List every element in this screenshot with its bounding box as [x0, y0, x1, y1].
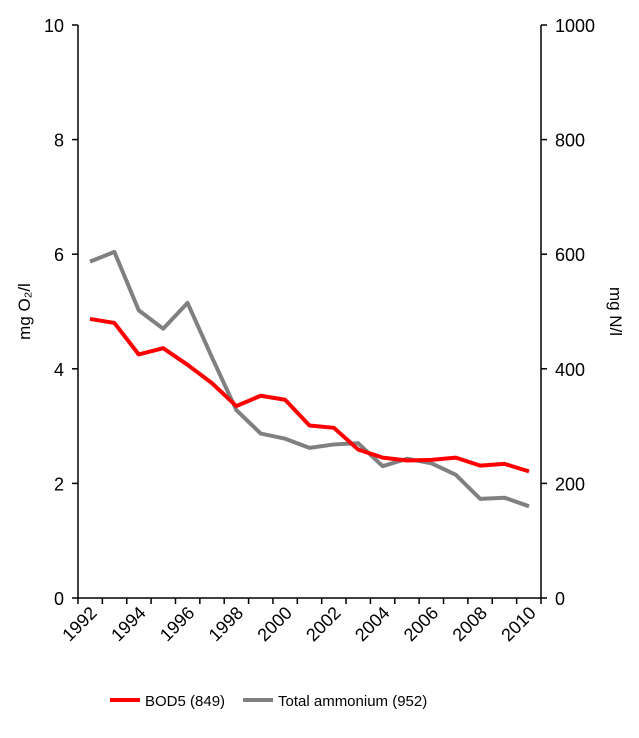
x-tick-label: 2008 [449, 603, 491, 645]
x-tick-label: 2004 [351, 603, 393, 645]
left-tick-label: 10 [44, 16, 64, 36]
right-tick-label: 0 [555, 589, 565, 609]
x-tick-label: 1994 [107, 603, 149, 645]
right-tick-label: 400 [555, 360, 585, 380]
left-axis-title: mg O₂/l [15, 283, 34, 340]
left-tick-label: 0 [54, 589, 64, 609]
left-tick-label: 4 [54, 360, 64, 380]
legend-label: BOD5 (849) [145, 693, 225, 710]
right-tick-label: 800 [555, 131, 585, 151]
x-tick-label: 2000 [253, 603, 295, 645]
legend-label: Total ammonium (952) [278, 693, 427, 710]
legend: BOD5 (849) Total ammonium (952) [110, 693, 427, 710]
x-tick-label: 1996 [156, 603, 198, 645]
x-tick-label: 1992 [58, 603, 100, 645]
right-tick-label: 600 [555, 245, 585, 265]
x-tick-label: 1998 [205, 603, 247, 645]
left-tick-label: 8 [54, 131, 64, 151]
right-tick-label: 200 [555, 474, 585, 494]
left-tick-label: 2 [54, 474, 64, 494]
x-tick-label: 2006 [400, 603, 442, 645]
series-total-ammonium [90, 252, 529, 507]
x-tick-label: 2002 [302, 603, 344, 645]
left-tick-label: 6 [54, 245, 64, 265]
series-line [90, 252, 529, 506]
right-axis-title: mg N/l [606, 287, 625, 336]
x-tick-label: 2010 [497, 603, 539, 645]
right-tick-label: 1000 [555, 16, 595, 36]
